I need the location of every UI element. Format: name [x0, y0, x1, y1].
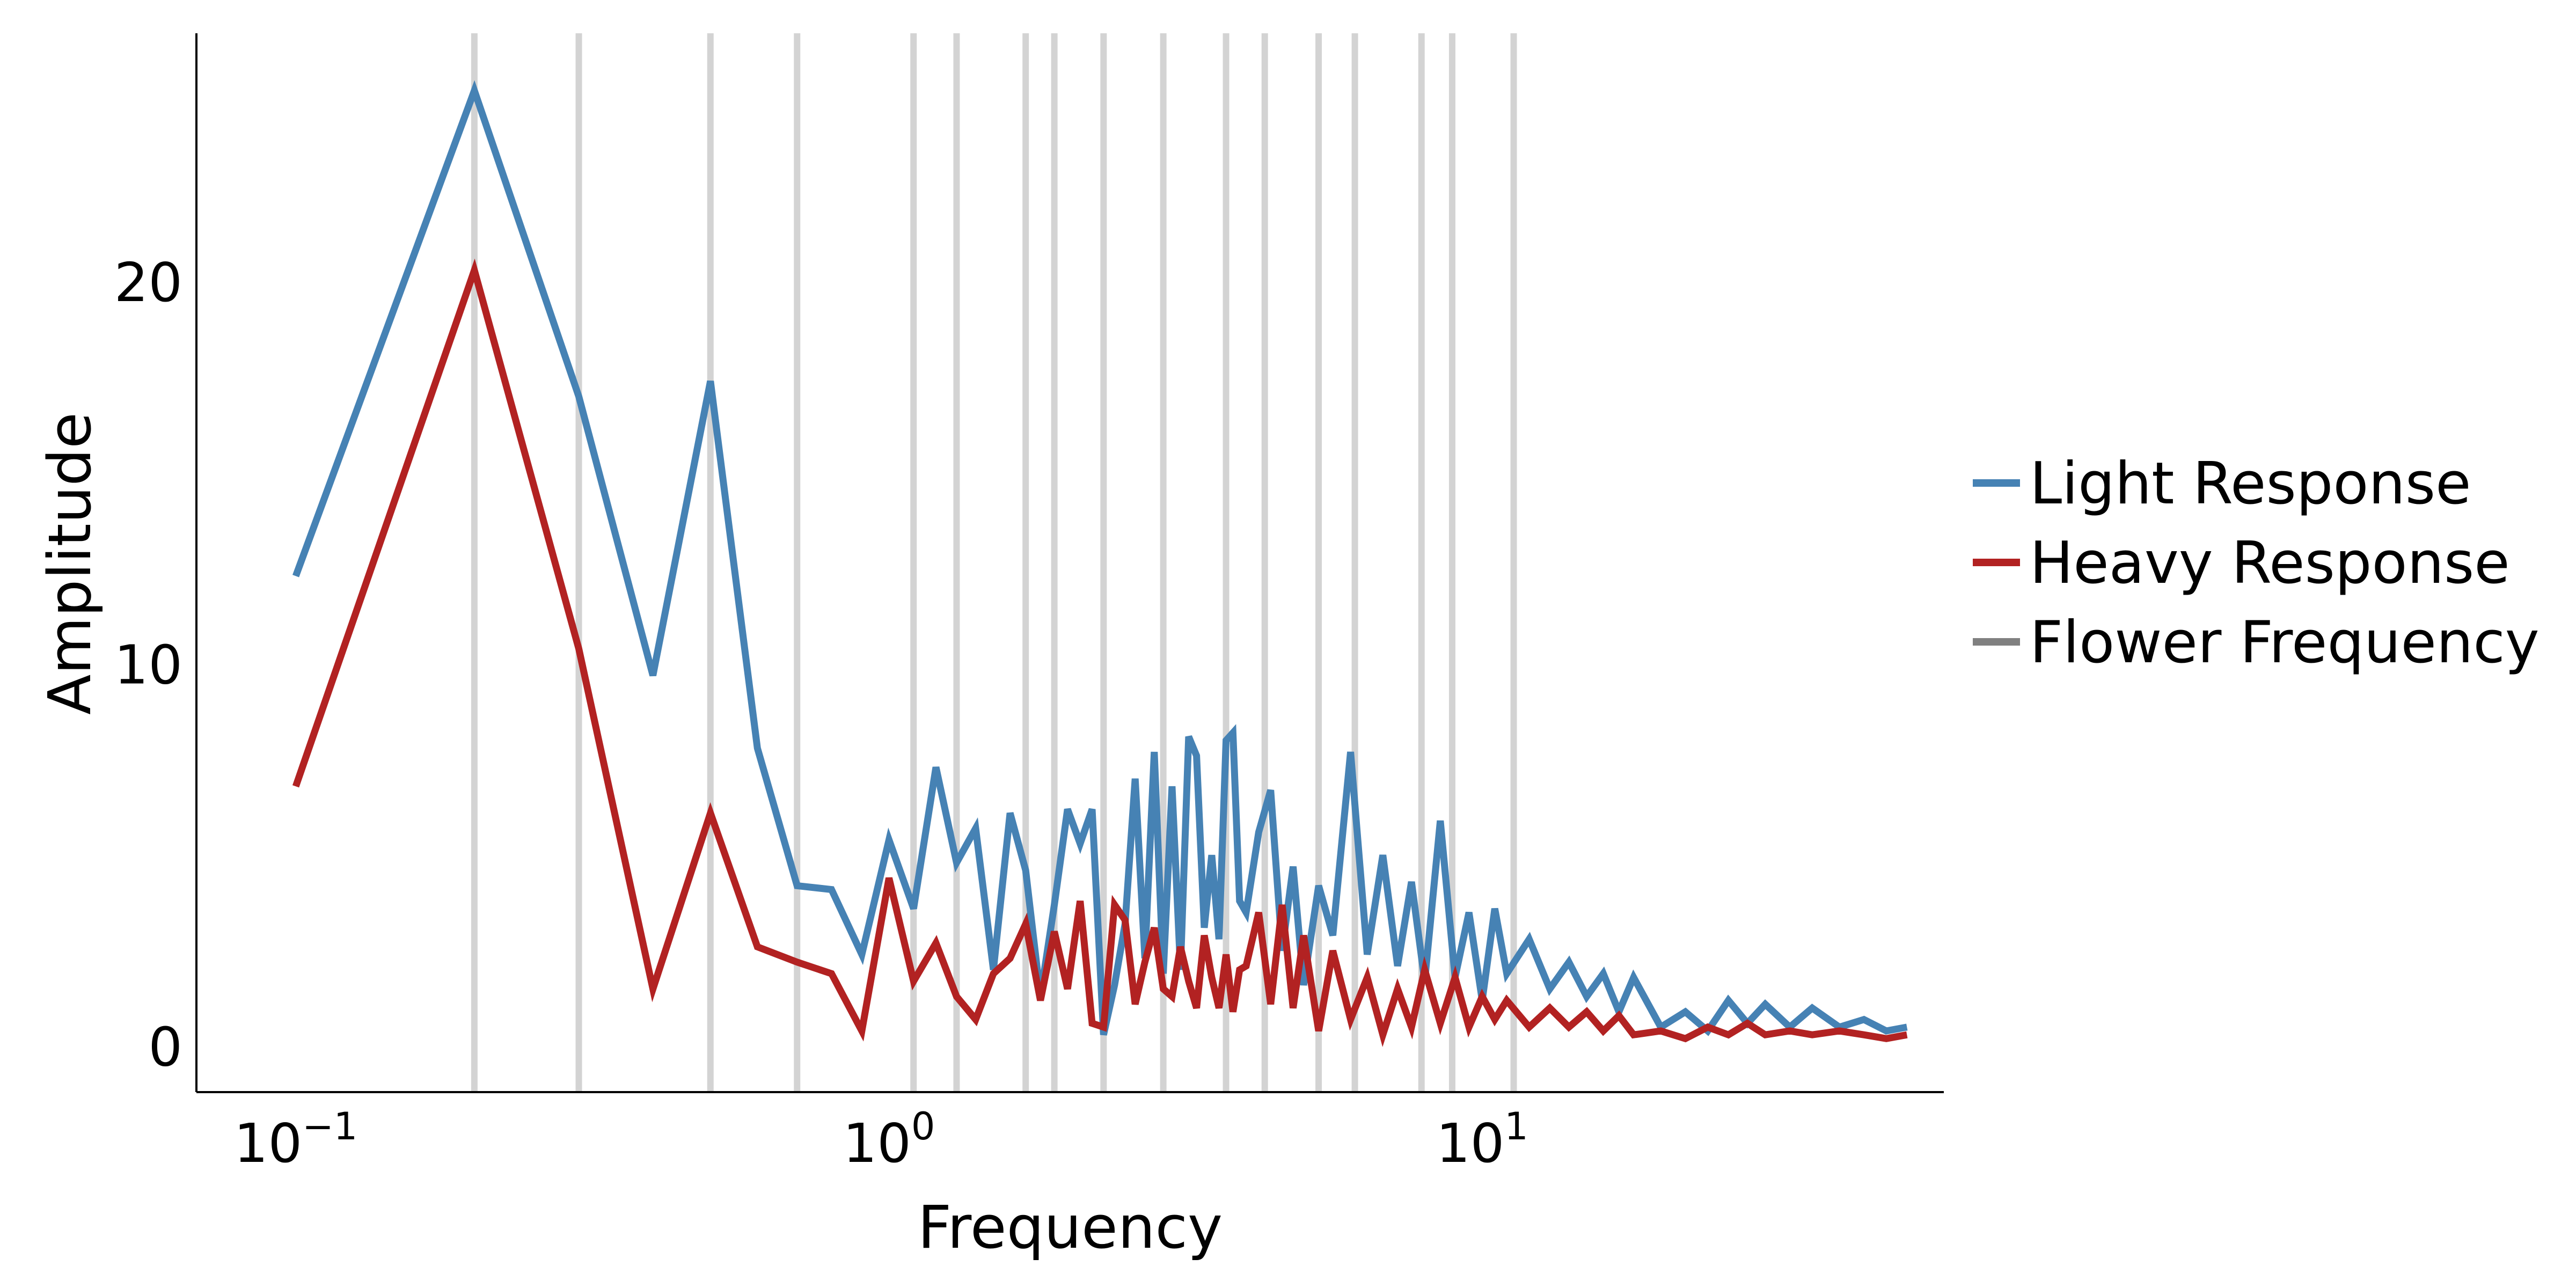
x-tick-label: 100	[843, 1104, 935, 1175]
y-tick-label: 0	[148, 1016, 182, 1079]
y-tick-label: 10	[114, 633, 182, 696]
legend-label: Light Response	[2030, 450, 2471, 517]
series-line-heavy-response	[292, 258, 1908, 1048]
axes	[195, 33, 1944, 1093]
x-tick-labels: 10−1 100 101	[234, 1104, 1528, 1175]
x-tick-label: 101	[1436, 1104, 1528, 1175]
x-tick-label: 10−1	[234, 1104, 357, 1175]
y-tick-label: 20	[114, 251, 182, 314]
legend-label: Flower Frequency	[2030, 609, 2540, 676]
legend-label: Heavy Response	[2030, 530, 2510, 597]
flower-frequency-lines	[471, 33, 1517, 1092]
y-tick-labels: 0 10 20	[114, 251, 182, 1079]
legend: Light Response Heavy Response Flower Frequ…	[1973, 450, 2540, 676]
y-axis-label: Amplitude	[35, 412, 104, 715]
x-axis-label: Frequency	[918, 1193, 1223, 1262]
series-lines	[292, 80, 1908, 1048]
series-line-light-response	[292, 80, 1908, 1036]
